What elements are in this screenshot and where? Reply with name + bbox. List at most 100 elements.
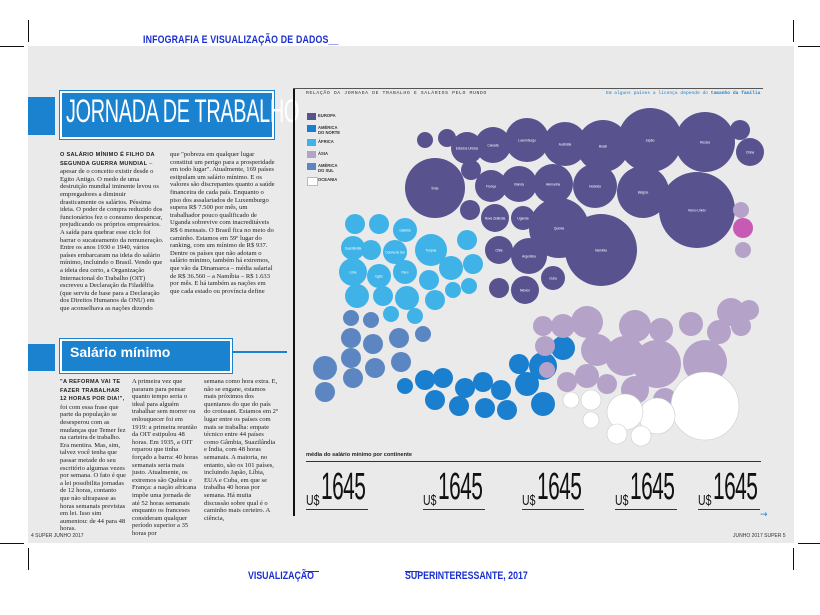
bubble-label: Cuba <box>549 277 557 281</box>
country-bubble <box>391 352 411 372</box>
country-bubble <box>582 411 600 429</box>
legend-swatch <box>307 163 316 170</box>
country-bubble <box>735 242 751 258</box>
page-title: JORNADA DE TRABALHO <box>66 93 299 129</box>
country-bubble <box>618 108 682 172</box>
crop-mark <box>0 543 24 544</box>
average-number: 1645 <box>537 466 582 508</box>
legend-label: AMÉRICA DO NORTE <box>318 125 341 135</box>
country-bubble <box>675 112 735 172</box>
legend-label: AMÉRICA DO SUL <box>318 163 338 173</box>
country-bubble <box>577 120 629 172</box>
country-bubble <box>473 372 493 392</box>
crop-mark <box>0 46 24 47</box>
country-bubble <box>511 206 535 230</box>
country-bubble <box>425 390 445 410</box>
legend-label: OCEANIA <box>318 177 338 182</box>
country-bubble <box>659 172 735 248</box>
bubble-label: Uganda <box>517 217 528 221</box>
bubble-label: Holanda <box>589 185 601 189</box>
country-bubble <box>633 340 681 388</box>
country-bubble <box>415 234 447 266</box>
average-underline <box>522 509 584 510</box>
country-bubble <box>339 258 367 286</box>
average-underline <box>423 509 485 510</box>
crop-mark <box>798 46 820 47</box>
country-bubble <box>733 218 753 238</box>
title-accent-bar <box>28 97 55 135</box>
country-bubble <box>619 310 651 342</box>
country-bubble <box>419 270 439 290</box>
country-bubble <box>445 282 461 298</box>
legend-swatch <box>307 113 316 120</box>
currency-label: U$ <box>522 492 536 509</box>
bubble-label: Quênia <box>554 227 565 231</box>
country-bubble <box>551 314 575 338</box>
bubble-label: China <box>746 151 755 155</box>
bubble-label: Chile <box>495 249 502 253</box>
country-bubble <box>341 348 361 368</box>
country-bubble <box>393 260 417 284</box>
country-bubble <box>405 158 465 218</box>
bubble-label: México <box>520 289 530 293</box>
country-bubble <box>460 200 480 220</box>
country-bubble <box>491 380 511 400</box>
bubble-label: Reino Unido <box>688 209 706 213</box>
section-rule <box>233 351 287 353</box>
section-title: Salário mínimo <box>70 344 171 360</box>
country-bubble <box>535 336 555 356</box>
country-bubble <box>451 132 483 164</box>
underline <box>305 571 319 572</box>
bubble-label: Turquia <box>426 249 437 253</box>
chart-note: Em alguns países a licença depende do ta… <box>606 91 760 96</box>
country-bubble <box>481 204 509 232</box>
country-bubble <box>533 164 573 204</box>
country-bubble <box>736 138 764 166</box>
bubble-label: Coreia do Sul <box>385 251 405 255</box>
average-underline <box>306 509 368 510</box>
crop-mark <box>28 20 29 42</box>
chart-vertical-rule <box>293 88 295 516</box>
bubble-label: Namíbia <box>595 249 607 253</box>
section-title-box <box>59 338 233 374</box>
crop-mark <box>793 548 794 570</box>
country-bubble <box>361 240 381 260</box>
country-bubble <box>425 290 445 310</box>
average-value: U$1645 <box>522 466 618 509</box>
legend-swatch <box>307 151 316 158</box>
section-accent-bar <box>28 344 55 371</box>
intro-body-1: – apesar de o conceito existir desde o E… <box>60 159 164 312</box>
section-header: INFOGRAFIA E VISUALIZAÇÃO DE DADOS__ <box>143 34 339 46</box>
country-bubble <box>457 230 477 250</box>
country-bubble <box>679 312 703 336</box>
arrow-icon: → <box>760 510 768 520</box>
legend-swatch <box>307 139 316 146</box>
country-bubble <box>597 374 617 394</box>
country-bubble <box>315 382 335 402</box>
chart-note-text: Em alguns países a licença depende do <box>606 91 708 96</box>
country-bubble <box>543 122 587 166</box>
country-bubble <box>407 308 423 324</box>
country-bubble <box>485 236 513 264</box>
country-bubble <box>505 118 549 162</box>
average-value: U$1645 <box>423 466 519 509</box>
bubble-label: Alemanha <box>546 183 561 187</box>
average-number: 1645 <box>713 466 758 508</box>
legend-swatch <box>307 125 316 132</box>
currency-label: U$ <box>698 492 712 509</box>
country-bubble <box>438 129 456 147</box>
country-bubble <box>475 127 511 163</box>
country-bubble <box>415 370 435 390</box>
country-bubble <box>417 132 433 148</box>
chart-title: RELAÇÃO DA JORNADA DE TRABALHO E SALÁRIO… <box>306 91 487 96</box>
country-bubble <box>617 166 669 218</box>
country-bubble <box>367 264 391 288</box>
bubble-chart: Estados Unidos Canadá Luxemburgo Austrália B… <box>313 108 764 447</box>
country-bubble <box>439 256 463 280</box>
footer-right: JUNHO 2017 SUPER 5 <box>733 533 786 539</box>
country-bubble <box>489 278 509 298</box>
country-bubble <box>606 423 628 445</box>
country-bubble <box>515 372 539 396</box>
country-bubble <box>389 328 409 348</box>
average-label: média do salário mínimo por continente <box>306 452 412 458</box>
